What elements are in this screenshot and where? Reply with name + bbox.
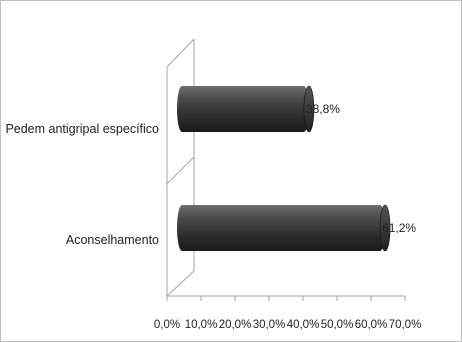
bar-body <box>177 86 309 132</box>
x-tick-label: 60,0% <box>355 319 388 331</box>
bar-end-cap <box>303 85 315 133</box>
x-tick-label: 20,0% <box>219 319 252 331</box>
category-label: Pedem antigripal específico <box>5 122 159 136</box>
category-labels: Aconselhamento Pedem antigripal específic… <box>5 122 159 247</box>
x-tick-label: 0,0% <box>154 319 180 331</box>
x-tick-label: 50,0% <box>321 319 354 331</box>
x-tick-label: 70,0% <box>389 319 422 331</box>
bottom-depth-edge <box>166 270 195 297</box>
category-label: Aconselhamento <box>66 233 159 247</box>
bars: 61,2% 38,8% <box>177 85 416 252</box>
data-label: 38,8% <box>306 102 340 116</box>
x-ticks: 0,0% 10,0% 20,0% 30,0% 40,0% 50,0% 60,0% 70,0% <box>154 296 421 331</box>
x-tick-label: 30,0% <box>253 319 286 331</box>
x-tick-label: 40,0% <box>287 319 320 331</box>
bar: 61,2% <box>177 204 416 252</box>
bar-end-cap <box>379 204 391 252</box>
x-tick-label: 10,0% <box>185 319 218 331</box>
axis-frame <box>166 38 405 297</box>
bar-body <box>177 205 386 251</box>
mid-depth-edge <box>166 156 195 185</box>
bar: 38,8% <box>177 85 340 133</box>
data-label: 61,2% <box>382 221 416 235</box>
top-depth-edge <box>166 38 195 68</box>
